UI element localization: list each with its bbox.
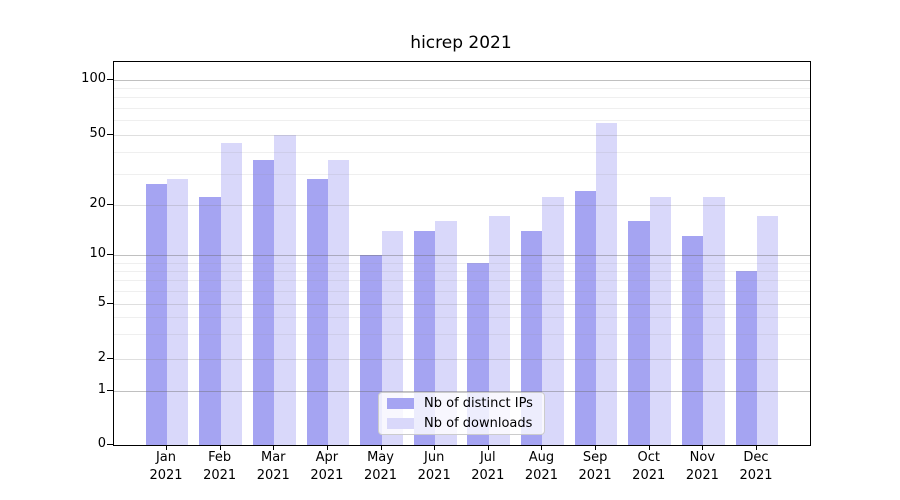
gridline-minor-8 bbox=[114, 270, 810, 272]
bar-distinct-ips-jan bbox=[145, 184, 167, 445]
y-tick-label-20: 20 bbox=[89, 195, 106, 211]
bar-downloads-dec bbox=[756, 216, 779, 445]
legend-label-distinct-ips: Nb of distinct IPs bbox=[424, 396, 533, 411]
x-tick-label-aug: Aug 2021 bbox=[524, 450, 558, 483]
gridline-minor-30 bbox=[114, 173, 810, 175]
bar-distinct-ips-aug bbox=[521, 230, 543, 445]
x-tick-feb bbox=[219, 445, 221, 450]
bar-distinct-ips-dec bbox=[735, 270, 757, 445]
x-tick-mar bbox=[273, 445, 275, 450]
bar-downloads-mar bbox=[274, 134, 296, 445]
x-tick-aug bbox=[541, 445, 543, 450]
gridline-mid-50 bbox=[114, 134, 810, 136]
x-tick-label-sep: Sep 2021 bbox=[578, 450, 612, 483]
bar-downloads-jun bbox=[435, 220, 457, 445]
gridline-minor-9 bbox=[114, 262, 810, 264]
x-tick-label-jul: Jul 2021 bbox=[471, 450, 505, 483]
gridline-minor-40 bbox=[114, 151, 810, 153]
legend-item-distinct-ips: Nb of distinct IPs bbox=[387, 396, 536, 411]
gridline-minor-70 bbox=[114, 107, 810, 109]
bar-downloads-oct bbox=[649, 197, 672, 445]
bar-distinct-ips-nov bbox=[681, 236, 704, 445]
x-tick-label-may: May 2021 bbox=[363, 450, 398, 483]
y-tick-label-100: 100 bbox=[81, 70, 106, 86]
x-tick-dec bbox=[755, 445, 757, 450]
gridline-minor-7 bbox=[114, 280, 810, 282]
bar-distinct-ips-feb bbox=[199, 197, 221, 445]
gridline-minor-60 bbox=[114, 120, 810, 122]
x-tick-label-feb: Feb 2021 bbox=[203, 450, 237, 483]
y-tick-50 bbox=[107, 133, 113, 135]
x-tick-sep bbox=[595, 445, 597, 450]
bar-downloads-aug bbox=[542, 197, 564, 445]
x-tick-label-nov: Nov 2021 bbox=[685, 450, 719, 483]
x-tick-nov bbox=[702, 445, 704, 450]
bar-downloads-nov bbox=[703, 197, 725, 445]
gridline-major-10 bbox=[114, 255, 810, 257]
x-tick-label-mar: Mar 2021 bbox=[256, 450, 290, 483]
bar-distinct-ips-sep bbox=[574, 190, 597, 445]
legend-item-downloads: Nb of downloads bbox=[387, 416, 536, 431]
chart-title: hicrep 2021 bbox=[410, 33, 512, 53]
bar-distinct-ips-oct bbox=[628, 220, 650, 445]
bar-downloads-apr bbox=[327, 159, 350, 445]
gridline-minor-4 bbox=[114, 317, 810, 319]
x-tick-label-jan: Jan 2021 bbox=[149, 450, 183, 483]
y-tick-0 bbox=[107, 444, 113, 445]
y-tick-label-10: 10 bbox=[89, 246, 106, 262]
bar-distinct-ips-may bbox=[360, 255, 382, 445]
legend-swatch-distinct-ips bbox=[387, 398, 414, 409]
bar-downloads-feb bbox=[220, 142, 243, 445]
legend-swatch-downloads bbox=[387, 418, 414, 429]
y-tick-10 bbox=[107, 254, 113, 256]
y-tick-100 bbox=[107, 78, 113, 80]
y-tick-label-1: 1 bbox=[97, 381, 106, 397]
gridline-minor-80 bbox=[114, 97, 810, 99]
gridline-minor-6 bbox=[114, 291, 810, 293]
gridline-mid-20 bbox=[114, 204, 810, 206]
bar-downloads-jul bbox=[488, 216, 511, 445]
legend: Nb of distinct IPs Nb of downloads bbox=[378, 392, 545, 435]
y-tick-20 bbox=[107, 203, 113, 205]
y-tick-2 bbox=[107, 357, 113, 359]
gridline-minor-90 bbox=[114, 87, 810, 89]
x-tick-label-jun: Jun 2021 bbox=[417, 450, 451, 483]
y-tick-5 bbox=[107, 303, 113, 304]
y-tick-1 bbox=[107, 389, 113, 391]
x-tick-label-oct: Oct 2021 bbox=[632, 450, 666, 483]
bar-downloads-sep bbox=[596, 122, 618, 445]
x-tick-jun bbox=[434, 445, 436, 450]
plot-area bbox=[113, 61, 811, 446]
y-tick-label-5: 5 bbox=[97, 295, 106, 310]
x-tick-apr bbox=[326, 445, 328, 450]
bar-distinct-ips-apr bbox=[306, 178, 328, 445]
gridline-major-1 bbox=[114, 390, 810, 392]
y-tick-label-2: 2 bbox=[97, 349, 106, 365]
x-tick-jul bbox=[487, 445, 489, 450]
bar-downloads-may bbox=[381, 230, 403, 445]
x-tick-may bbox=[380, 445, 382, 450]
gridline-minor-3 bbox=[114, 334, 810, 336]
gridline-mid-5 bbox=[114, 304, 810, 305]
bar-distinct-ips-jun bbox=[413, 230, 436, 445]
x-tick-oct bbox=[648, 445, 650, 450]
bar-distinct-ips-mar bbox=[252, 159, 275, 445]
y-tick-label-0: 0 bbox=[97, 436, 106, 451]
y-tick-label-50: 50 bbox=[89, 125, 106, 141]
x-tick-label-apr: Apr 2021 bbox=[310, 450, 344, 483]
gridline-mid-2 bbox=[114, 358, 810, 360]
x-tick-label-dec: Dec 2021 bbox=[739, 450, 773, 483]
bar-downloads-jan bbox=[167, 178, 189, 445]
x-tick-jan bbox=[166, 445, 167, 450]
gridline-major-100 bbox=[114, 79, 810, 81]
legend-label-downloads: Nb of downloads bbox=[424, 416, 533, 431]
